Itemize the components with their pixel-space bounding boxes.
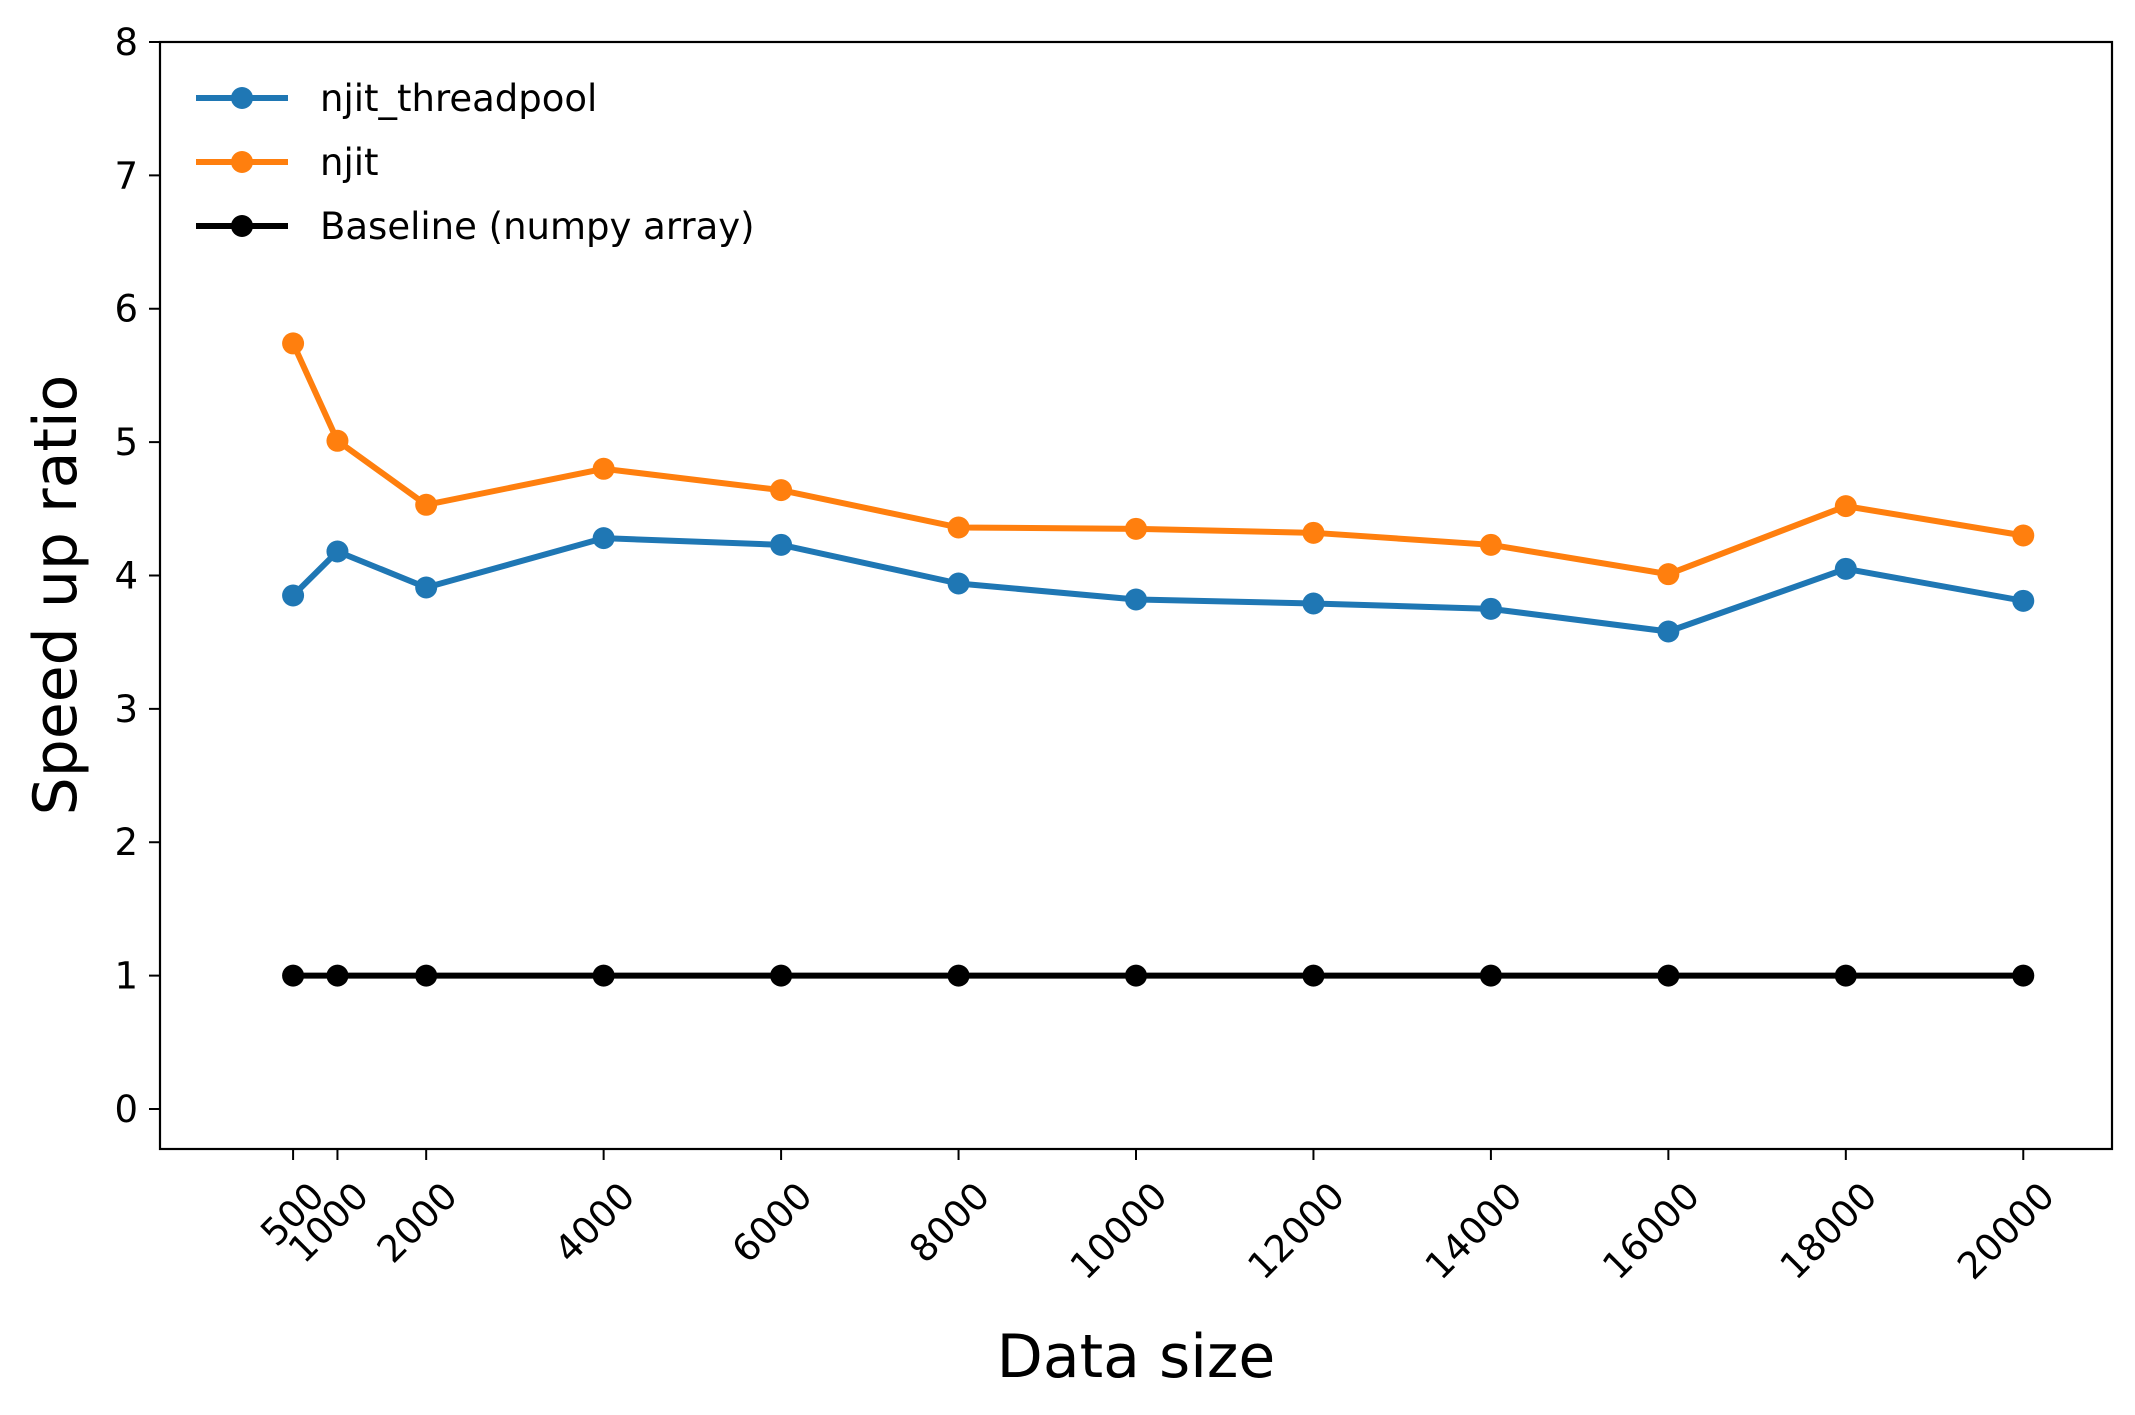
x-axis-label: Data size <box>997 1322 1276 1392</box>
data-point <box>326 429 349 452</box>
data-point <box>947 572 970 595</box>
data-point <box>1479 964 1502 987</box>
data-point <box>1125 517 1147 540</box>
x-tick-label: 8000 <box>901 1174 998 1271</box>
data-point <box>282 584 305 607</box>
y-tick-label: 0 <box>114 1088 138 1131</box>
series-layer <box>282 332 2035 987</box>
data-point <box>326 540 349 563</box>
data-point <box>770 964 793 987</box>
data-point <box>326 964 349 987</box>
x-tick-label: 10000 <box>1062 1174 1176 1288</box>
data-point <box>415 576 438 599</box>
y-tick-label: 4 <box>114 554 138 597</box>
data-point <box>770 533 793 556</box>
legend-swatch-marker <box>231 151 253 173</box>
x-tick-label: 4000 <box>546 1174 643 1271</box>
data-point <box>947 964 970 987</box>
y-axis: 0 1 2 3 4 5 6 7 8 <box>114 21 160 1131</box>
data-point <box>770 479 793 502</box>
legend-item: njit <box>196 141 379 184</box>
data-point <box>592 457 615 480</box>
legend-swatch-marker <box>231 215 253 237</box>
y-tick-label: 3 <box>114 688 138 731</box>
legend-swatch-marker <box>231 87 253 109</box>
data-point <box>1125 964 1147 987</box>
data-point <box>1302 592 1325 615</box>
data-point <box>1302 964 1325 987</box>
y-tick-label: 2 <box>114 821 138 864</box>
series-1 <box>282 332 2035 586</box>
data-point <box>592 964 615 987</box>
legend-label: njit_threadpool <box>320 77 597 120</box>
data-point <box>2012 964 2035 987</box>
y-tick-label: 5 <box>114 421 138 464</box>
legend-item: njit_threadpool <box>196 77 597 120</box>
data-point <box>592 527 615 550</box>
x-tick-label: 18000 <box>1772 1174 1886 1288</box>
x-tick-label: 16000 <box>1594 1174 1708 1288</box>
data-point <box>1657 563 1680 586</box>
series-line <box>290 535 2024 635</box>
data-point <box>415 493 438 516</box>
legend-item: Baseline (numpy array) <box>196 205 755 248</box>
x-tick-label: 6000 <box>724 1174 821 1271</box>
x-tick-label: 14000 <box>1417 1174 1531 1288</box>
series-0 <box>282 527 2035 643</box>
legend-label: njit <box>320 141 379 184</box>
y-tick-label: 7 <box>114 154 138 197</box>
data-point <box>1657 964 1680 987</box>
data-point <box>1834 495 1857 518</box>
series-2 <box>282 964 2035 987</box>
legend-label: Baseline (numpy array) <box>320 205 755 248</box>
data-point <box>1834 557 1857 580</box>
data-point <box>1657 620 1680 643</box>
y-tick-label: 8 <box>114 21 138 64</box>
y-tick-label: 6 <box>114 288 138 331</box>
series-line <box>290 342 2024 578</box>
x-tick-label: 12000 <box>1239 1174 1353 1288</box>
data-point <box>1479 597 1502 620</box>
data-point <box>2012 524 2035 547</box>
data-point <box>282 332 305 355</box>
data-point <box>282 964 305 987</box>
data-point <box>1479 533 1502 556</box>
data-point <box>1302 521 1325 544</box>
x-tick-label: 2000 <box>369 1174 466 1271</box>
data-point <box>947 516 970 539</box>
y-axis-label: Speed up ratio <box>21 375 91 816</box>
x-tick-label: 20000 <box>1949 1174 2063 1288</box>
data-point <box>1834 964 1857 987</box>
data-point <box>1125 588 1147 611</box>
data-point <box>415 964 438 987</box>
y-tick-label: 1 <box>114 955 138 998</box>
data-point <box>2012 589 2035 612</box>
